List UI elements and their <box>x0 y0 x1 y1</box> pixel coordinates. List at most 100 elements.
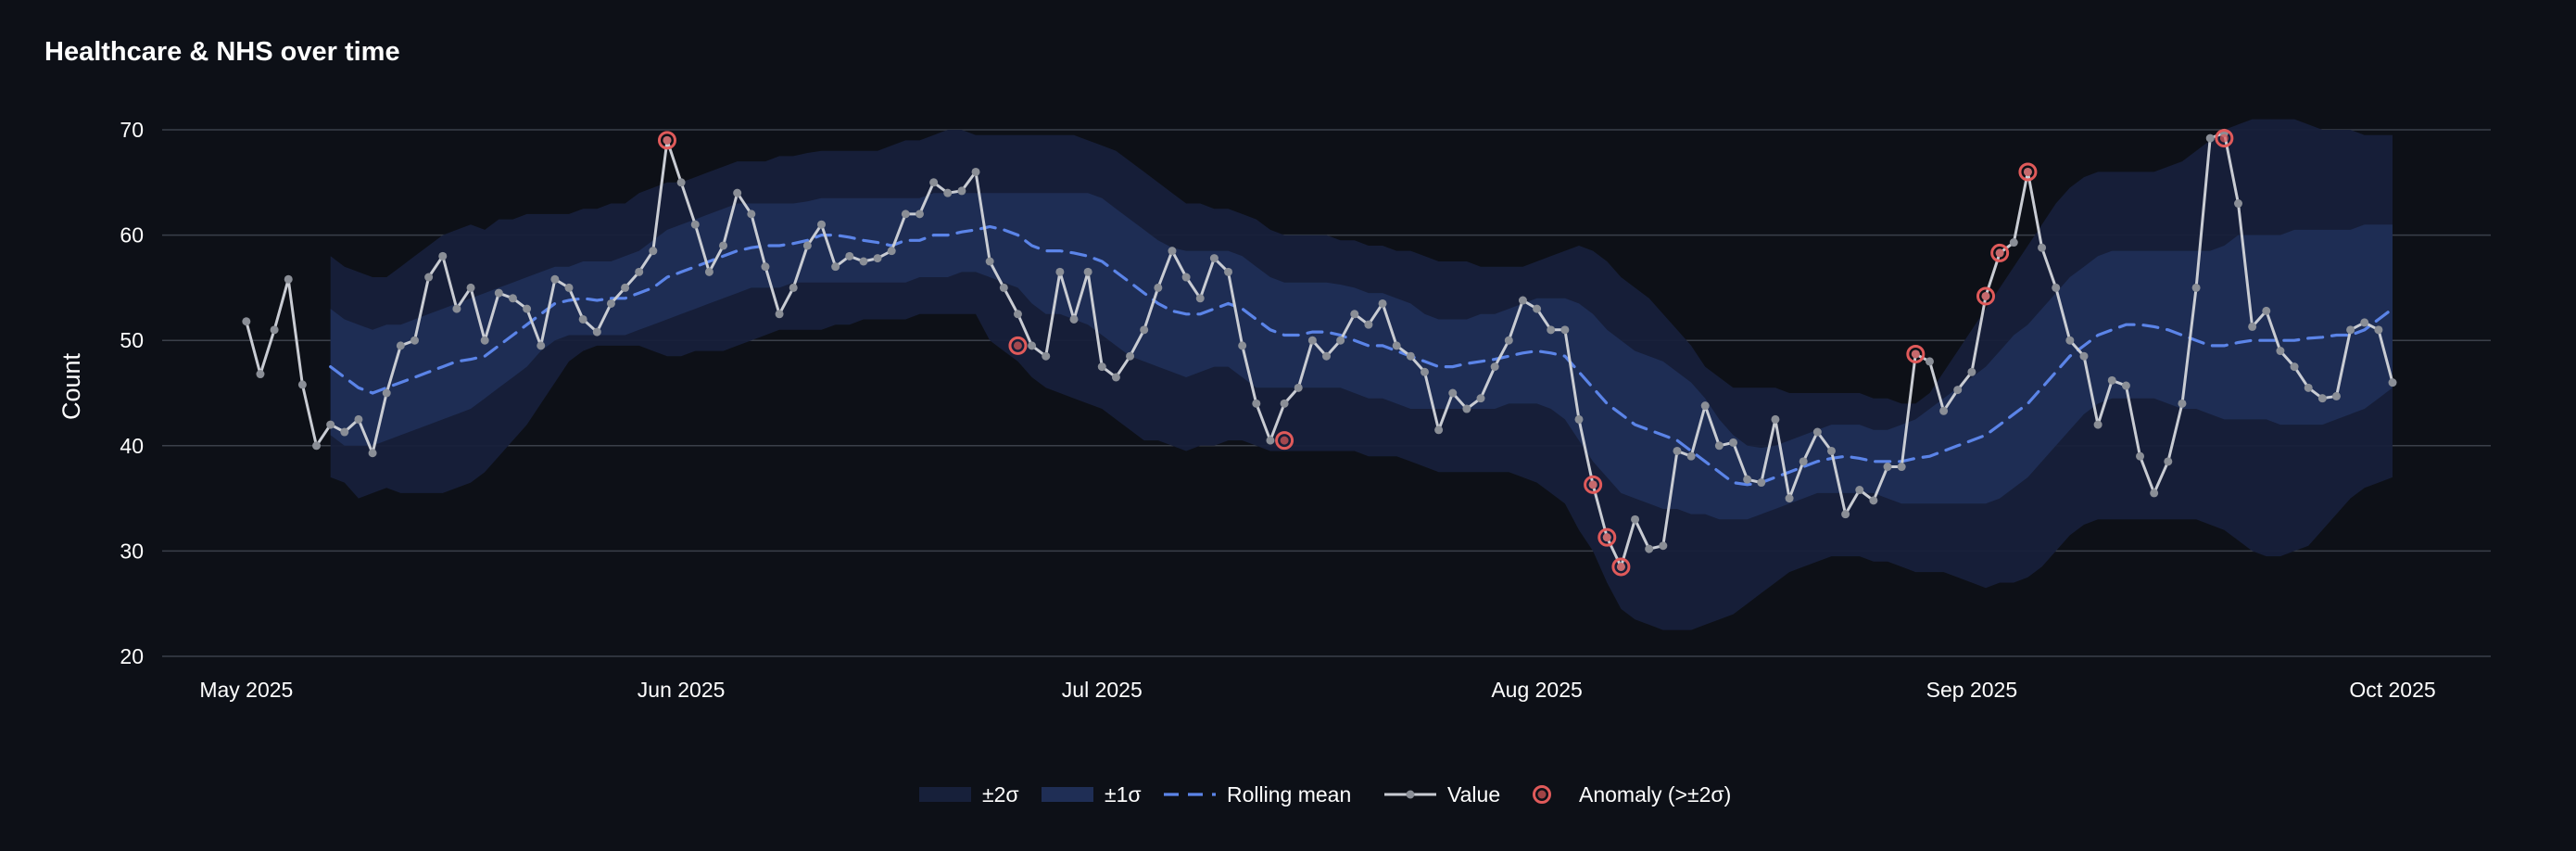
x-tick-label: Aug 2025 <box>1491 678 1582 702</box>
value-point <box>621 283 630 292</box>
value-point <box>2093 420 2102 429</box>
value-point <box>606 298 615 308</box>
y-axis-label: Count <box>57 352 85 420</box>
value-point <box>326 420 335 429</box>
value-point <box>1307 336 1317 345</box>
value-point <box>957 186 966 196</box>
value-point <box>1364 320 1373 329</box>
legend-label: Anomaly (>±2σ) <box>1579 782 1731 807</box>
value-point <box>382 388 391 398</box>
value-point <box>1280 399 1289 408</box>
value-point <box>466 283 475 292</box>
value-point <box>537 341 546 350</box>
value-point <box>873 254 882 263</box>
anomaly-dot <box>2219 133 2229 143</box>
anomaly-dot <box>1616 562 1625 571</box>
value-point <box>845 251 854 260</box>
value-point <box>523 304 532 313</box>
value-point <box>2065 336 2075 345</box>
x-tick-label: Jun 2025 <box>638 678 726 702</box>
anomaly-ring <box>1990 243 2010 262</box>
value-point <box>424 273 434 282</box>
anomaly-marker <box>1990 243 2010 262</box>
value-point <box>1785 494 1794 503</box>
value-point <box>438 251 448 260</box>
value-point <box>1140 325 1149 335</box>
value-point <box>999 283 1008 292</box>
value-point <box>649 247 658 256</box>
value-point <box>2388 378 2397 387</box>
value-point <box>2121 381 2130 390</box>
confidence-bands <box>330 119 2393 630</box>
value-point <box>242 317 251 326</box>
value-point <box>859 257 868 266</box>
value-point <box>1897 463 1906 472</box>
value-point <box>1939 406 1949 415</box>
y-tick-label: 70 <box>120 118 144 142</box>
value-point <box>1631 514 1640 524</box>
anomaly-marker <box>1008 336 1028 355</box>
value-point <box>1097 362 1106 372</box>
value-point <box>1209 254 1219 263</box>
value-point <box>2276 347 2285 356</box>
legend-item-band2: ±2σ <box>919 782 1019 807</box>
value-point <box>887 247 896 256</box>
value-point <box>2317 394 2327 403</box>
value-point <box>2136 451 2145 461</box>
value-point <box>789 283 798 292</box>
value-point <box>1055 267 1065 276</box>
anomaly-ring <box>1976 286 1996 306</box>
legend-swatch <box>1042 787 1093 802</box>
value-point <box>2038 243 2047 252</box>
value-point <box>1700 401 1710 411</box>
value-point <box>1574 414 1584 424</box>
value-point <box>1757 478 1766 488</box>
value-point <box>676 178 686 187</box>
value-point <box>1420 367 1429 376</box>
value-point <box>1252 399 1261 408</box>
x-axis-ticks: May 2025 Jun 2025 Jul 2025 Aug 2025 Sep 2025… <box>199 678 2435 702</box>
chart-title: Healthcare & NHS over time <box>44 37 400 67</box>
value-point <box>802 241 812 250</box>
value-point <box>1336 336 1345 345</box>
value-point <box>2346 325 2355 335</box>
value-point <box>1714 441 1724 451</box>
value-point <box>410 336 419 345</box>
value-point <box>1406 351 1415 361</box>
value-point <box>1883 463 1892 472</box>
value-series <box>242 128 2397 571</box>
anomaly-dot <box>2023 167 2032 176</box>
anomaly-dot <box>1995 248 2004 258</box>
value-point <box>1518 296 1527 305</box>
value-point <box>1195 294 1205 303</box>
value-point <box>1224 267 1233 276</box>
y-tick-label: 20 <box>120 644 144 668</box>
value-point <box>1855 486 1864 495</box>
value-point <box>494 288 503 298</box>
value-point <box>971 167 980 176</box>
value-point <box>1771 414 1780 424</box>
value-point <box>761 262 770 272</box>
value-point <box>1448 388 1458 398</box>
value-point <box>340 427 349 437</box>
anomaly-ring <box>1275 431 1294 451</box>
value-point <box>1925 357 1934 366</box>
anomaly-marker <box>1275 431 1294 451</box>
x-tick-label: Jul 2025 <box>1062 678 1143 702</box>
value-point <box>1673 446 1682 455</box>
legend-swatch <box>1533 785 1551 804</box>
legend-item-band1: ±1σ <box>1042 782 1142 807</box>
value-point <box>2150 489 2159 498</box>
value-point <box>2205 133 2215 143</box>
value-point <box>1434 426 1444 435</box>
value-point <box>2178 399 2187 408</box>
value-point <box>831 262 840 272</box>
legend-swatch-dot <box>1537 790 1547 799</box>
value-point <box>704 267 713 276</box>
anomaly-marker <box>1906 344 1926 363</box>
value-point <box>733 188 742 197</box>
anomaly-ring <box>1584 475 1603 494</box>
value-point <box>1659 541 1668 551</box>
value-point <box>1953 386 1963 395</box>
